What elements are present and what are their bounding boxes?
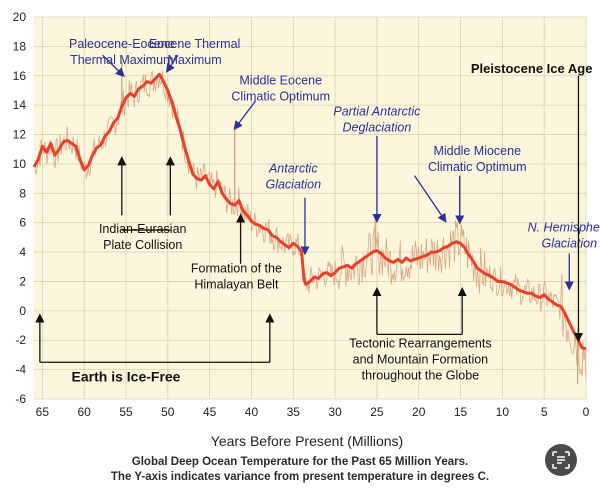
annotation: Middle Miocene Climatic Optimum: [414, 144, 527, 225]
annotation: N. Hemisphere Glaciation: [528, 221, 600, 291]
annotation: Indian-Eurasian Plate Collision: [99, 156, 187, 252]
annotation-text: Indian-Eurasian: [99, 222, 187, 236]
caption-line-2: The Y-axis indicates variance from prese…: [110, 471, 490, 483]
annotation: Paleocene-Eocene Thermal Maximum: [69, 37, 175, 78]
x-axis-label: Years Before Present (Millions): [211, 433, 403, 449]
annotation-arrow: [414, 175, 447, 223]
annotation: Earth is Ice-Free: [35, 313, 275, 384]
y-tick-label: 16: [13, 69, 27, 83]
y-tick-label: 0: [19, 304, 26, 318]
annotation: Middle Eocene Climatic Optimum: [231, 74, 330, 131]
annotation-text: Earth is Ice-Free: [72, 368, 181, 384]
y-tick-label: 14: [13, 98, 27, 112]
annotation-text: Paleocene-Eocene: [69, 37, 175, 51]
annotation-text: Middle Miocene: [433, 144, 521, 158]
annotation-text: Climatic Optimum: [428, 160, 527, 174]
y-tick-label: 2: [19, 274, 26, 288]
y-tick-label: 18: [13, 39, 27, 53]
x-tick-label: 20: [412, 405, 426, 419]
annotation: Partial Antarctic Deglaciation: [333, 104, 421, 224]
annotation: Formation of the Himalayan Belt: [191, 213, 282, 292]
text-scan-button[interactable]: [545, 444, 577, 476]
x-tick-label: 5: [541, 405, 548, 419]
annotation-arrow: [165, 54, 179, 73]
annotation-text: N. Hemisphere: [528, 221, 600, 235]
text-scan-icon: [552, 451, 570, 469]
x-tick-label: 25: [370, 405, 384, 419]
y-tick-label: -4: [15, 363, 26, 377]
x-tick-label: 65: [36, 405, 50, 419]
x-tick-label: 30: [328, 405, 342, 419]
annotation: Tectonic Rearrangements and Mountain Form…: [349, 286, 492, 383]
annotation-text: Plate Collision: [103, 238, 182, 252]
y-tick-label: -6: [15, 392, 26, 406]
annotation: Eocene Thermal Maximum: [149, 37, 241, 73]
caption-line-1: Global Deep Ocean Temperature for the Pa…: [131, 456, 469, 468]
annotation-arrow: [102, 54, 125, 78]
x-tick-label: 40: [245, 405, 259, 419]
annotation-text: Maximum: [167, 53, 221, 67]
y-tick-label: 12: [13, 128, 27, 142]
x-tick-label: 15: [454, 405, 468, 419]
annotation-text: throughout the Globe: [362, 369, 479, 383]
x-tick-label: 10: [496, 405, 510, 419]
temperature-line: [32, 72, 587, 351]
y-tick-label: 20: [13, 10, 27, 24]
annotation-text: Pleistocene Ice Age: [471, 61, 593, 76]
annotation: Antarctic Glaciation: [265, 162, 321, 256]
y-tick-label: 6: [19, 216, 26, 230]
annotation-text: Middle Eocene: [239, 74, 322, 88]
annotation-text: Partial Antarctic: [333, 104, 421, 118]
x-axis-ticks: 65 60 55 50 45 40 35 30 25 20 15 10 5 0: [36, 405, 590, 419]
annotation-text: Tectonic Rearrangements: [349, 337, 491, 351]
x-tick-label: 45: [203, 405, 217, 419]
annotation-text: Thermal Maximum: [70, 53, 174, 67]
x-tick-label: 35: [287, 405, 301, 419]
annotation-text: Glaciation: [541, 237, 597, 251]
annotation: Pleistocene Ice Age: [471, 61, 593, 343]
annotation-text: Deglaciation: [343, 120, 412, 134]
y-tick-label: 10: [13, 157, 27, 171]
annotation-text: Climatic Optimum: [231, 90, 330, 104]
x-tick-label: 55: [119, 405, 133, 419]
annotation-text: Himalayan Belt: [194, 278, 279, 292]
annotation-text: Eocene Thermal: [149, 37, 241, 51]
y-tick-label: 8: [19, 186, 26, 200]
x-tick-label: 0: [583, 405, 590, 419]
y-tick-label: 4: [19, 245, 26, 259]
annotation-text: Antarctic: [268, 162, 318, 176]
annotation-arrow: [233, 100, 257, 131]
x-tick-label: 50: [161, 405, 175, 419]
x-tick-label: 60: [78, 405, 92, 419]
annotation-text: Glaciation: [265, 178, 321, 192]
y-tick-label: -2: [15, 333, 26, 347]
annotation-text: Formation of the: [191, 262, 282, 276]
annotation-text: and Mountain Formation: [353, 353, 489, 367]
